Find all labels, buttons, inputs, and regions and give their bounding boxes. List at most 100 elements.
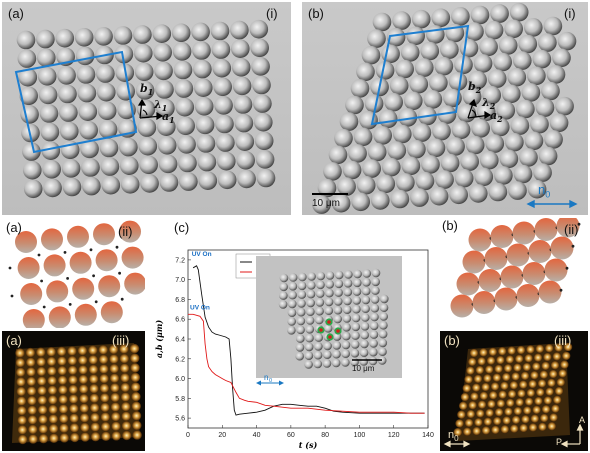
colloid-particle <box>561 351 571 361</box>
particle-lattice <box>312 2 577 214</box>
vector-a2-label: a2 <box>490 109 503 125</box>
colloid-particle <box>249 19 269 39</box>
colloid-particle <box>429 186 449 206</box>
y-axis-label: a,b (μm) <box>154 320 164 358</box>
colloid-particle <box>455 419 464 428</box>
colloid-particle <box>457 410 466 419</box>
colloid-particle <box>334 297 343 306</box>
colloid-particle <box>431 8 451 28</box>
janus-particle <box>500 265 524 289</box>
lattice-vectors <box>467 98 492 120</box>
colloid-particle <box>543 352 552 362</box>
uv-on-annotation: UV On <box>192 251 212 258</box>
colloid-particle <box>538 146 558 166</box>
colloid-particle <box>342 160 362 180</box>
janus-particle <box>506 243 530 267</box>
defect-dot <box>571 244 575 248</box>
colloid-particle <box>484 365 494 374</box>
janus-particle <box>468 228 492 252</box>
colloid-particle <box>154 61 173 81</box>
colloid-particle <box>372 12 392 32</box>
colloid-particle <box>47 375 57 386</box>
colloid-particle <box>360 322 370 331</box>
janus-particle <box>121 246 144 269</box>
colloid-particle <box>406 26 425 46</box>
colloid-particle <box>325 271 335 280</box>
colloid-particle <box>487 69 507 88</box>
colloid-particle <box>369 347 378 357</box>
colloid-particle <box>314 333 323 342</box>
colloid-particle <box>25 357 36 367</box>
colloid-particle <box>496 355 505 365</box>
colloid-particle <box>17 405 27 416</box>
inset-lattice <box>278 268 389 369</box>
director-arrow <box>526 199 578 209</box>
colloid-particle <box>297 290 307 299</box>
colloid-particle <box>369 321 379 331</box>
colloid-particle <box>130 372 141 383</box>
director-label: n0 <box>448 429 459 444</box>
colloid-particle <box>531 362 541 371</box>
colloid-particle <box>251 57 270 76</box>
colloid-particle <box>530 370 539 380</box>
janus-particle <box>556 218 580 238</box>
colloid-particle <box>481 382 490 392</box>
colloid-particle <box>134 62 154 82</box>
colloid-particle <box>488 347 498 357</box>
colloid-particle <box>473 54 493 73</box>
colloid-particle <box>460 152 479 171</box>
colloid-particle <box>479 348 488 357</box>
colloid-particle <box>81 158 100 177</box>
janus-particle <box>15 231 37 253</box>
colloid-particle <box>411 9 431 29</box>
colloid-particle <box>46 347 56 357</box>
colloid-particle <box>153 43 172 62</box>
bright-particle-lattice <box>453 342 573 437</box>
unit-cell-frame <box>14 50 138 154</box>
colloid-particle <box>25 347 36 358</box>
colloid-particle <box>376 174 396 194</box>
colloid-particle <box>361 313 370 322</box>
director-label: n0 <box>538 182 551 200</box>
colloid-particle <box>533 353 543 362</box>
janus-particle <box>20 283 43 305</box>
colloid-particle <box>475 409 485 418</box>
colloid-particle <box>534 396 543 406</box>
colloid-particle <box>295 343 305 352</box>
colloid-particle <box>460 392 470 402</box>
colloid-particle <box>370 312 379 322</box>
colloid-particle <box>140 174 159 193</box>
colloid-particle <box>79 403 89 413</box>
colloid-particle <box>296 325 305 335</box>
colloid-particle <box>490 4 509 23</box>
colloid-particle <box>88 345 98 355</box>
colloid-particle <box>152 24 172 43</box>
colloid-particle <box>67 365 78 375</box>
colloid-particle <box>367 142 387 162</box>
colloid-particle <box>192 41 211 60</box>
colloid-particle <box>467 357 477 367</box>
colloid-particle <box>36 366 47 377</box>
colloid-particle <box>488 390 498 400</box>
colloid-particle <box>287 308 297 317</box>
colloid-particle <box>360 339 369 349</box>
janus-particle <box>512 221 536 245</box>
colloid-particle <box>538 422 547 432</box>
colloid-particle <box>493 52 512 72</box>
colloid-particle <box>334 128 353 148</box>
y-tick-label: 5.8 <box>175 396 185 403</box>
colloid-particle <box>532 49 552 69</box>
colloid-particle <box>379 321 388 330</box>
colloid-particle <box>466 409 476 419</box>
panel-a-ii-schematic: (a) (ii) <box>2 220 145 328</box>
series-line-b <box>188 313 425 414</box>
defect-dot <box>8 266 12 270</box>
colloid-particle <box>323 341 332 351</box>
x-tick-label: 140 <box>422 432 434 439</box>
colloid-particle <box>37 48 56 67</box>
colloid-particle <box>39 104 59 123</box>
lattice-constant-chart: 0 20 40 60 80 100 120 140 5.6 5.8 6.0 6.2 6.4 6.6 6.8 7… <box>154 249 434 450</box>
colloid-particle <box>415 171 435 191</box>
colloid-particle <box>560 360 569 369</box>
colloid-particle <box>131 391 141 402</box>
